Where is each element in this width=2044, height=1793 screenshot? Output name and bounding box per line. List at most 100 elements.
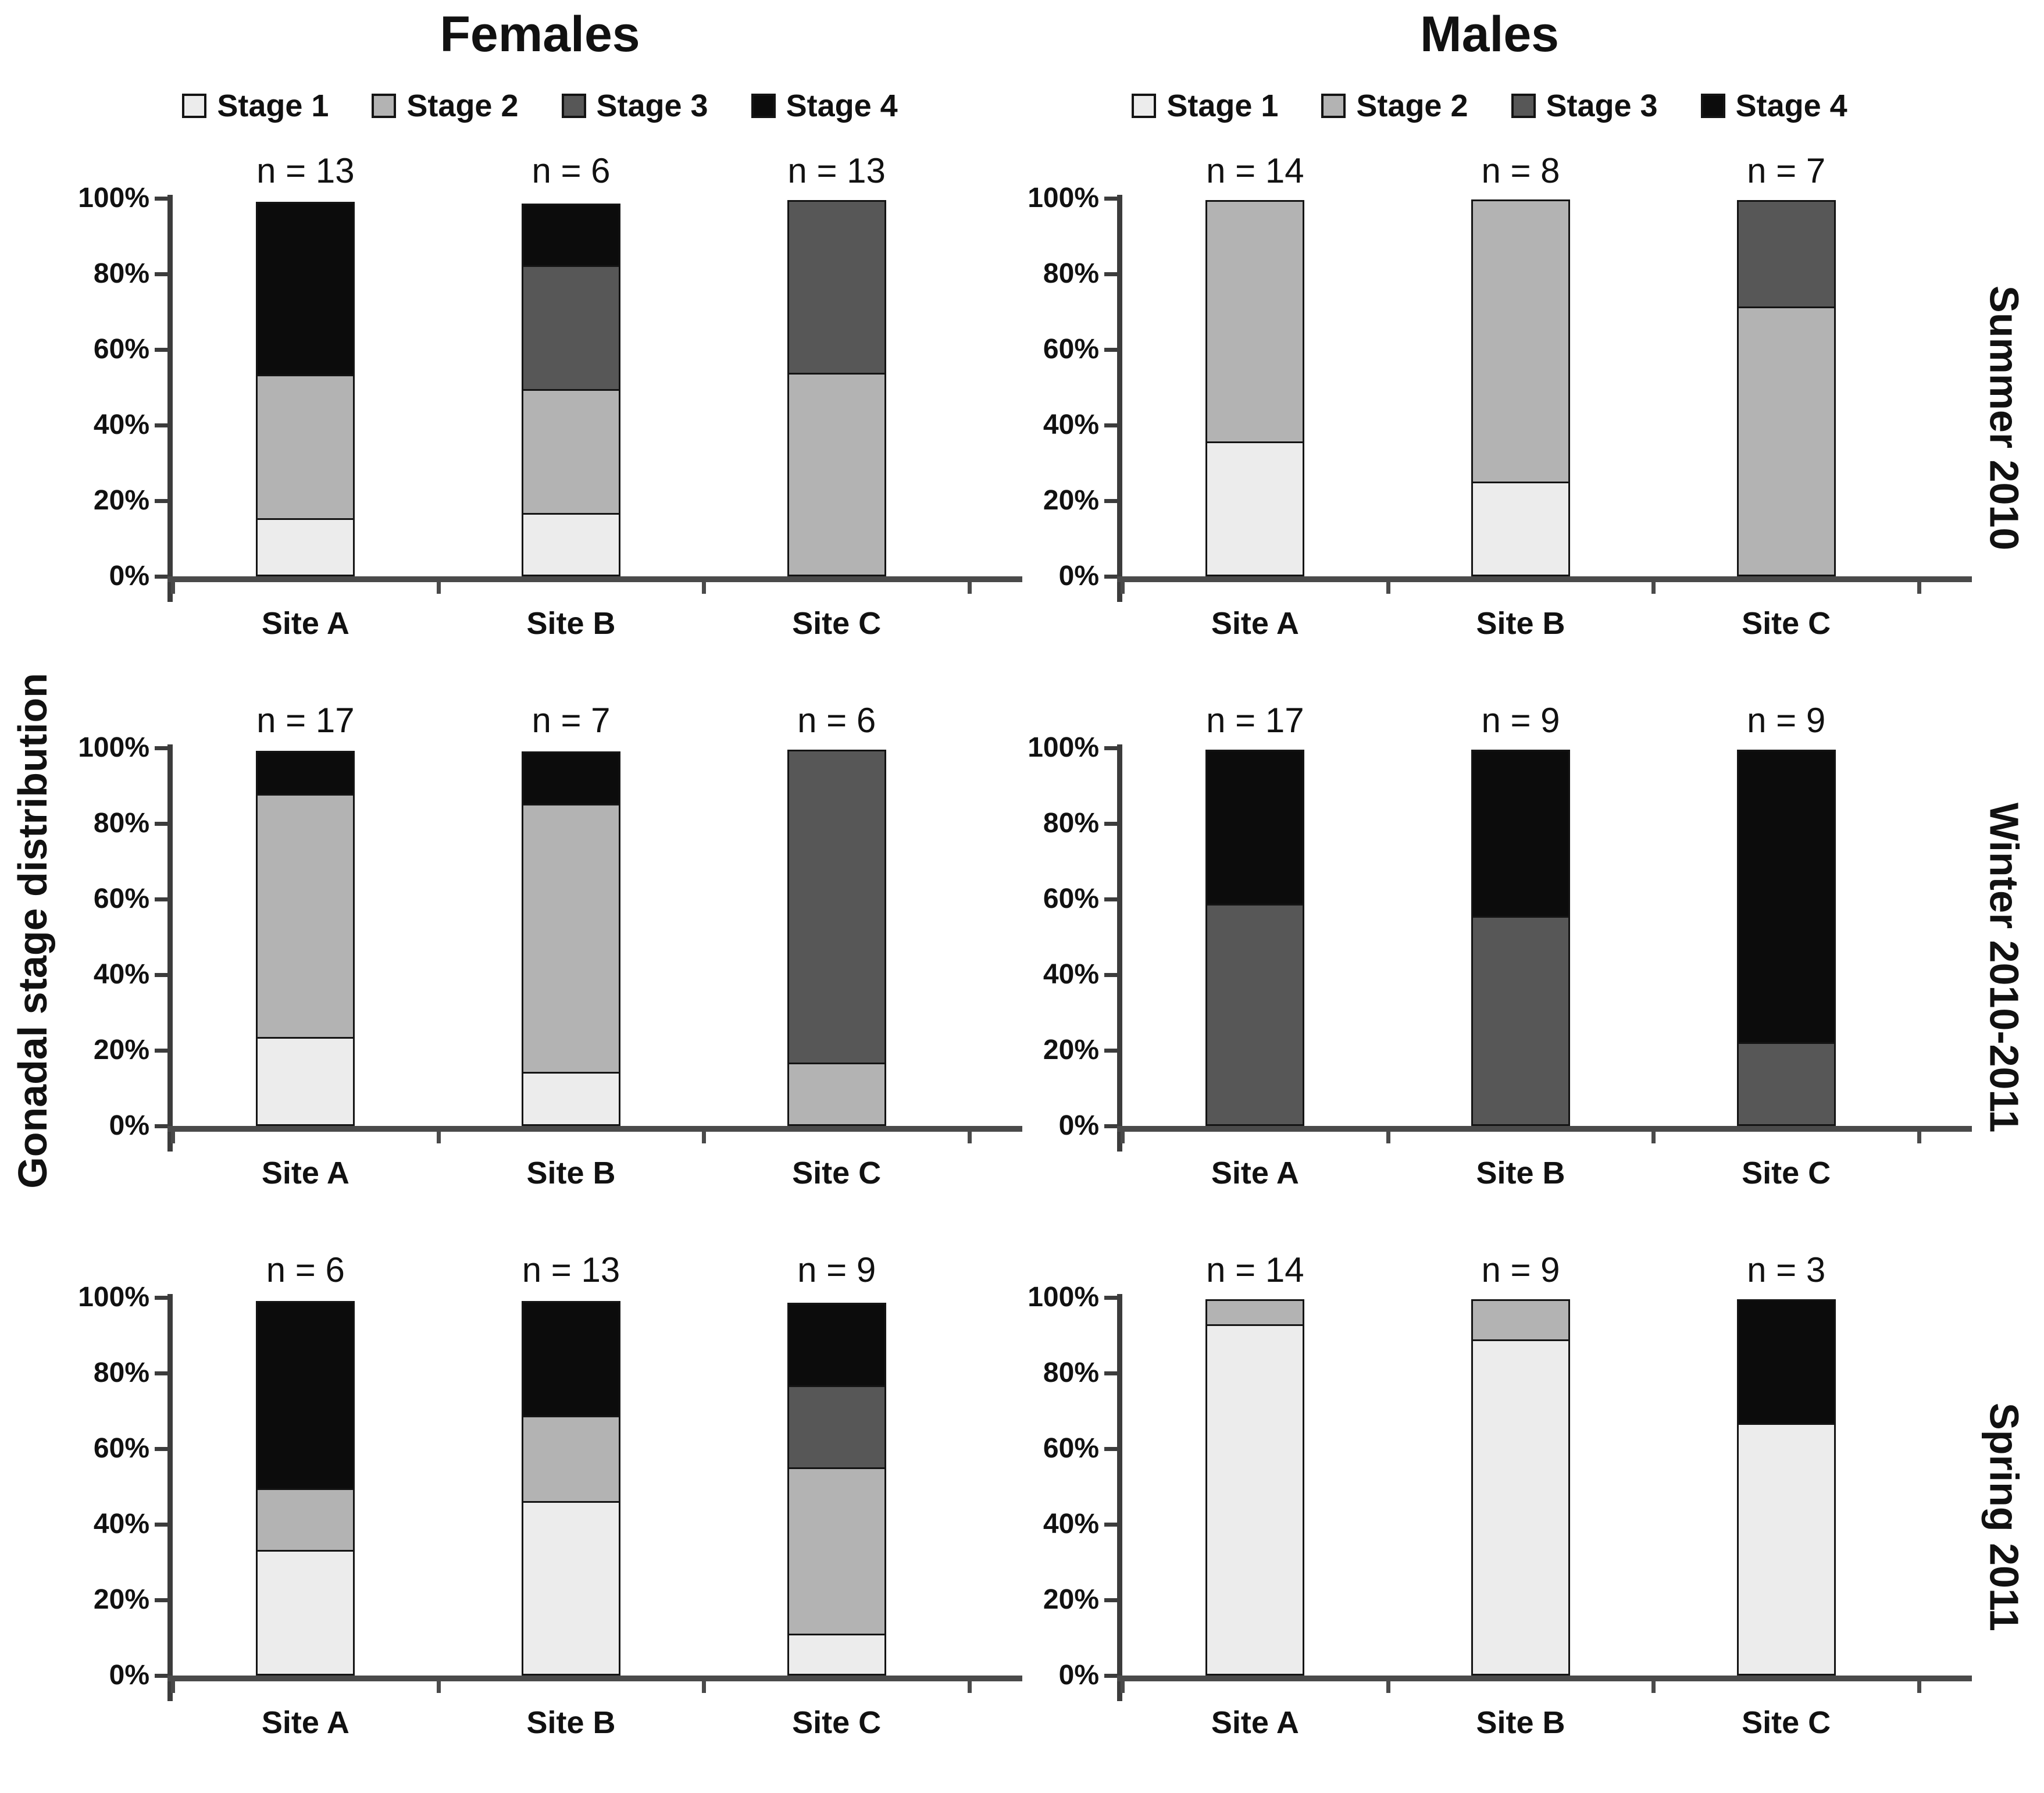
y-tick-label: 20%	[1043, 1035, 1099, 1065]
bar-segment-stage-2	[1471, 199, 1570, 483]
bar-segment-stage-2	[787, 373, 886, 576]
stacked-bar-site-c	[1736, 1299, 1836, 1676]
x-axis-line	[167, 1676, 1022, 1681]
bar-segment-stage-1	[1205, 1324, 1305, 1676]
x-axis-tick	[702, 1126, 707, 1143]
y-tick	[1104, 1523, 1117, 1527]
y-tick	[155, 822, 167, 826]
legend-item-stage-3: Stage 3	[561, 88, 708, 124]
y-tick	[1104, 1447, 1117, 1451]
bar-segment-stage-2	[256, 375, 355, 520]
y-tick	[1104, 897, 1117, 901]
n-label: n = 13	[256, 151, 355, 190]
plot-area: 0% 20% 40% 60% 80% 100% n = 13 Site A n = 6 Site …	[78, 151, 1022, 641]
bar-segment-stage-2	[787, 1063, 886, 1126]
chart-panel-males-summer-2010: 0% 20% 40% 60% 80% 100% n = 14 Site A n = 8 Site …	[1015, 143, 1972, 693]
bar-segment-stage-2	[787, 1467, 886, 1635]
y-tick-label: 100%	[1028, 732, 1099, 763]
x-axis-tick	[702, 1676, 707, 1693]
y-tick	[155, 575, 167, 579]
y-tick	[1104, 1296, 1117, 1300]
x-category-label-site-b: Site B	[1476, 1156, 1565, 1190]
y-axis-line	[1117, 744, 1122, 1152]
n-label: n = 13	[522, 1250, 620, 1289]
bar-segment-stage-1	[522, 513, 620, 576]
y-tick-label: 20%	[1043, 1584, 1099, 1615]
bar-segment-stage-3	[787, 750, 886, 1064]
x-axis-tick	[436, 1676, 441, 1693]
legend-label: Stage 3	[596, 88, 708, 123]
x-axis-tick	[1386, 576, 1390, 594]
y-tick-label: 80%	[1043, 808, 1099, 839]
row-label-spring-2011: Spring 2011	[1981, 1403, 2027, 1631]
chart-panel-males-winter-2010-2011: 0% 20% 40% 60% 80% 100% n = 17 Site A n = 9 Site …	[1015, 693, 1972, 1242]
legend-label: Stage 1	[217, 88, 329, 123]
bar-segment-stage-1	[1205, 441, 1305, 576]
legend-label: Stage 2	[1356, 88, 1468, 123]
y-tick-label: 80%	[93, 258, 149, 289]
x-axis-tick	[1917, 1126, 1921, 1143]
y-tick	[155, 1296, 167, 1300]
y-tick	[155, 897, 167, 901]
y-tick	[1104, 822, 1117, 826]
legend-item-stage-4: Stage 4	[751, 88, 898, 124]
legend-swatch-stage-1	[1132, 94, 1157, 118]
stacked-bar-site-c	[1736, 200, 1836, 576]
y-tick-label: 60%	[1043, 883, 1099, 914]
y-tick-label: 100%	[78, 183, 149, 213]
legend-label: Stage 3	[1546, 88, 1658, 123]
bar-segment-stage-2	[522, 1416, 620, 1503]
stacked-bar-site-c	[787, 1303, 886, 1676]
bar-segment-stage-1	[1736, 1423, 1836, 1676]
stacked-bar-site-b	[1471, 199, 1570, 576]
y-tick	[155, 973, 167, 977]
n-label: n = 17	[1206, 701, 1304, 740]
legend-label: Stage 4	[1735, 88, 1847, 123]
chart-panel-females-winter-2010-2011: 0% 20% 40% 60% 80% 100% n = 17 Site A n = 7 Site …	[65, 693, 1022, 1242]
bar-segment-stage-2	[256, 1488, 355, 1552]
plot-area: 0% 20% 40% 60% 80% 100% n = 17 Site A n = 9 Site …	[1028, 701, 1972, 1190]
y-tick	[155, 1447, 167, 1451]
y-tick-label: 100%	[78, 1282, 149, 1313]
x-category-label-site-a: Site A	[1211, 606, 1299, 641]
y-axis-line	[167, 744, 173, 1152]
y-axis-line	[167, 195, 173, 602]
y-tick	[155, 1049, 167, 1053]
y-tick-label: 40%	[1043, 959, 1099, 990]
legend-males: Stage 1 Stage 2 Stage 3 Stage 4	[1015, 69, 1964, 143]
bar-segment-stage-4	[1736, 750, 1836, 1044]
y-tick	[1104, 973, 1117, 977]
bar-segment-stage-4	[522, 751, 620, 805]
plot-area: 0% 20% 40% 60% 80% 100% n = 17 Site A n = 7 Site …	[78, 701, 1022, 1190]
n-label: n = 13	[787, 151, 886, 190]
stacked-bar-site-b	[1471, 1299, 1570, 1676]
bar-segment-stage-1	[522, 1072, 620, 1126]
x-category-label-site-c: Site C	[1742, 1156, 1831, 1190]
chart-panel-males-spring-2011: 0% 20% 40% 60% 80% 100% n = 14 Site A n = 9 Site …	[1015, 1242, 1972, 1792]
x-axis-line	[167, 576, 1022, 582]
bar-segment-stage-3	[522, 265, 620, 391]
bar-segment-stage-1	[256, 518, 355, 576]
x-category-label-site-c: Site C	[1742, 1705, 1831, 1740]
y-tick-label: 20%	[93, 1584, 149, 1615]
x-axis-tick	[171, 1126, 175, 1143]
x-category-label-site-a: Site A	[261, 1156, 349, 1190]
bar-segment-stage-1	[256, 1550, 355, 1676]
y-tick	[1104, 1124, 1117, 1128]
n-label: n = 9	[1747, 701, 1826, 740]
bar-segment-stage-1	[787, 1634, 886, 1676]
row-label-summer-2010: Summer 2010	[1981, 285, 2027, 551]
y-tick-label: 20%	[1043, 485, 1099, 516]
bar-segment-stage-4	[1205, 750, 1305, 906]
y-tick-label: 60%	[93, 883, 149, 914]
column-title-males: Males	[1419, 6, 1560, 62]
y-tick-label: 80%	[1043, 258, 1099, 289]
bar-segment-stage-2	[1205, 200, 1305, 443]
stacked-bar-site-a	[1205, 750, 1305, 1126]
x-axis-tick	[702, 576, 707, 594]
y-tick-label: 80%	[93, 808, 149, 839]
bar-segment-stage-2	[1205, 1299, 1305, 1326]
y-tick-label: 20%	[93, 485, 149, 516]
y-tick-label: 100%	[78, 732, 149, 763]
